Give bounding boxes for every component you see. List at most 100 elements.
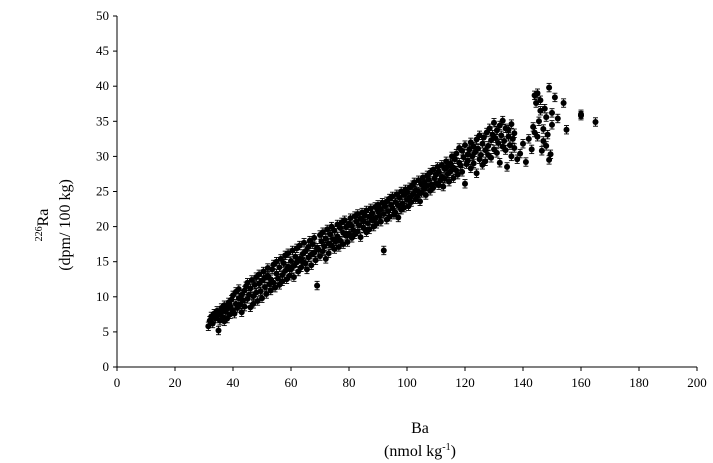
marker [435, 168, 442, 175]
data-point [534, 132, 541, 142]
data-point [377, 217, 384, 227]
data-point [493, 148, 500, 158]
marker [408, 199, 415, 206]
marker [491, 119, 497, 126]
marker [301, 239, 308, 246]
marker [506, 142, 513, 149]
marker [274, 275, 281, 282]
marker [314, 282, 321, 289]
marker [296, 242, 303, 249]
marker [560, 100, 567, 107]
data-point [450, 173, 457, 183]
marker [328, 223, 335, 230]
marker [508, 153, 515, 160]
data-point [341, 215, 348, 225]
marker [317, 253, 323, 260]
data-point [508, 119, 515, 129]
marker [546, 156, 553, 163]
marker [366, 226, 373, 233]
x-tick-label: 100 [397, 375, 417, 390]
marker [319, 229, 326, 236]
x-tick-label: 60 [285, 375, 298, 390]
marker [395, 214, 402, 221]
marker [485, 142, 492, 149]
marker [502, 147, 509, 154]
marker [282, 267, 289, 274]
y-tick-label: 30 [96, 148, 109, 163]
marker [520, 140, 526, 147]
marker [473, 136, 480, 143]
data-point [259, 293, 265, 303]
data-point [543, 112, 550, 122]
marker [305, 243, 312, 250]
marker [534, 133, 541, 140]
data-point [547, 149, 554, 159]
data-point [544, 129, 551, 140]
marker [272, 284, 279, 291]
marker [277, 255, 284, 262]
data-point [551, 92, 558, 103]
data-point [311, 233, 318, 243]
marker [438, 161, 445, 168]
x-tick-label: 160 [571, 375, 591, 390]
marker [325, 250, 332, 257]
marker [482, 158, 489, 165]
marker [551, 94, 558, 101]
data-point [441, 174, 448, 184]
data-point [467, 163, 474, 173]
y-axis-title: 226Ra [34, 209, 52, 242]
marker [327, 231, 334, 238]
data-point [314, 280, 321, 291]
marker [215, 327, 222, 334]
data-point [285, 248, 292, 258]
data-point [470, 158, 477, 169]
x-tick-label: 140 [513, 375, 533, 390]
data-point [301, 238, 308, 248]
data-point [435, 167, 442, 177]
data-point [462, 179, 468, 189]
marker [295, 268, 302, 275]
marker [280, 260, 287, 267]
marker [356, 222, 363, 229]
marker [405, 203, 412, 210]
data-point [554, 113, 561, 124]
data-point [546, 82, 553, 93]
data-point [508, 151, 515, 162]
marker [311, 234, 318, 241]
marker [322, 255, 329, 262]
marker [549, 109, 555, 116]
marker [531, 129, 538, 136]
marker [470, 160, 477, 167]
marker [377, 206, 384, 213]
marker [441, 175, 448, 182]
marker [450, 175, 457, 182]
marker [479, 140, 486, 147]
data-point [522, 157, 529, 167]
marker [528, 146, 535, 153]
marker [276, 264, 283, 271]
data-point [520, 139, 526, 149]
marker [346, 230, 352, 237]
marker [535, 118, 542, 125]
marker [248, 276, 255, 283]
marker [238, 309, 245, 316]
data-point [492, 133, 499, 143]
data-point [254, 296, 261, 306]
data-point [506, 140, 513, 150]
marker [257, 288, 264, 295]
marker [493, 149, 500, 156]
data-point [241, 301, 248, 312]
data-point [499, 115, 506, 126]
marker [231, 310, 238, 317]
marker [578, 111, 584, 118]
marker [290, 274, 297, 281]
marker [263, 290, 270, 297]
marker [549, 121, 555, 128]
marker [488, 154, 495, 161]
marker [446, 178, 453, 185]
marker [544, 131, 551, 138]
marker [511, 130, 518, 137]
marker [422, 192, 429, 199]
data-point [321, 241, 328, 251]
marker [508, 121, 515, 128]
